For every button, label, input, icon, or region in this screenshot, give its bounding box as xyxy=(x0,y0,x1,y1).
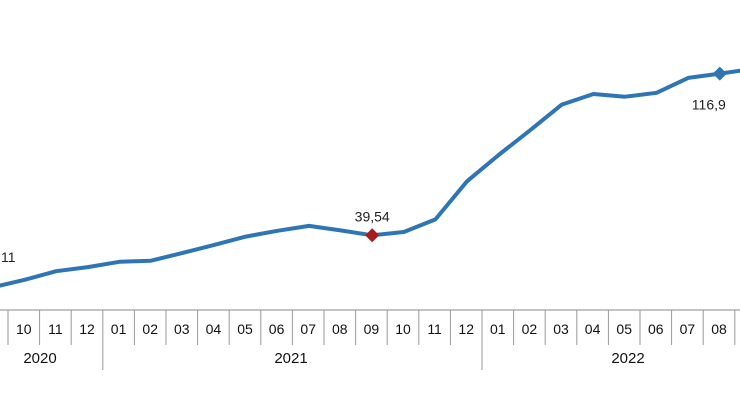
x-tick-label: 02 xyxy=(522,321,538,337)
data-label: 11 xyxy=(1,249,16,265)
x-tick-label: 04 xyxy=(585,321,601,337)
x-tick-label: 06 xyxy=(648,321,664,337)
x-tick-label: 05 xyxy=(616,321,632,337)
x-tick-label: 07 xyxy=(300,321,316,337)
x-tick-label: 04 xyxy=(206,321,222,337)
data-label: 116,9 xyxy=(692,97,726,113)
x-year-label: 2020 xyxy=(23,350,56,367)
x-tick-label: 01 xyxy=(111,321,127,337)
data-point-marker xyxy=(365,228,380,243)
x-tick-label: 10 xyxy=(395,321,411,337)
x-tick-label: 11 xyxy=(427,321,442,337)
x-tick-label: 12 xyxy=(458,321,474,337)
x-tick-label: 03 xyxy=(174,321,190,337)
data-point-marker xyxy=(712,66,727,81)
x-tick-label: 07 xyxy=(680,321,696,337)
x-tick-label: 03 xyxy=(553,321,569,337)
x-tick-label: 11 xyxy=(48,321,63,337)
x-tick-label: 09 xyxy=(364,321,380,337)
series-line xyxy=(0,68,740,288)
x-axis: 0910111201020304050607080910111201020304… xyxy=(0,309,740,370)
x-year-label: 2022 xyxy=(611,350,644,367)
x-tick-label: 08 xyxy=(711,321,727,337)
data-label: 39,54 xyxy=(355,208,390,224)
x-tick-label: 08 xyxy=(332,321,348,337)
x-tick-label: 01 xyxy=(490,321,506,337)
marker-layer xyxy=(365,66,727,243)
x-tick-label: 05 xyxy=(237,321,253,337)
series-layer xyxy=(0,68,740,288)
x-tick-label: 06 xyxy=(269,321,285,337)
data-label-layer: 11 39,54 116,9 xyxy=(1,97,726,265)
x-tick-label: 10 xyxy=(16,321,32,337)
x-tick-label: 02 xyxy=(142,321,158,337)
x-tick-label: 12 xyxy=(79,321,95,337)
x-year-label: 2021 xyxy=(274,350,307,367)
